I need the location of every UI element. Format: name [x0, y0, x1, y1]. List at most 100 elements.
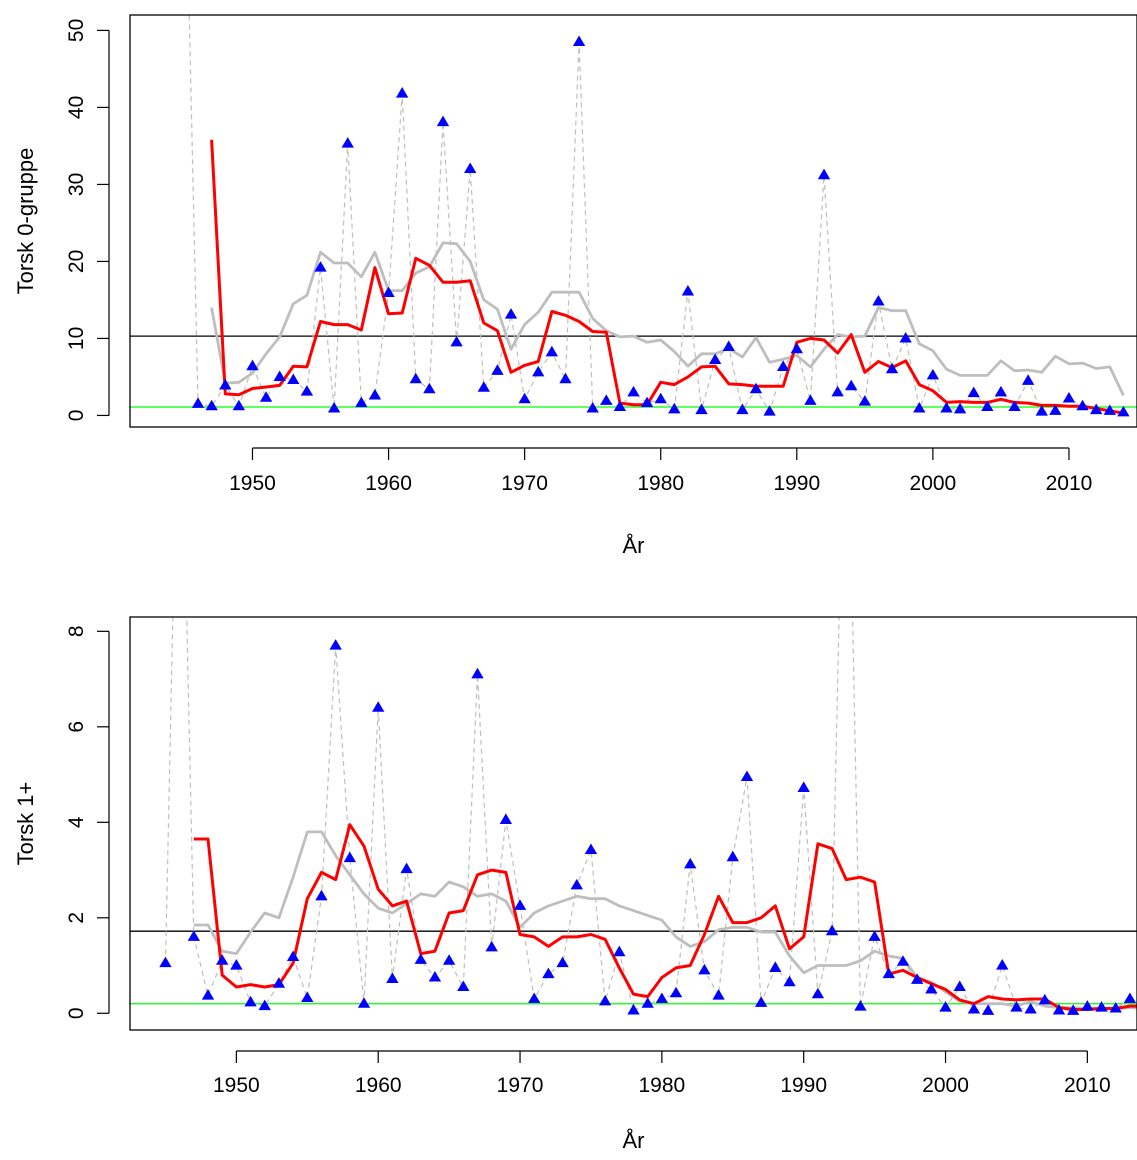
point-series [159, 639, 1137, 1015]
data-point [542, 967, 555, 979]
data-point [994, 385, 1008, 397]
data-point [315, 889, 328, 901]
data-point [740, 770, 754, 781]
data-point [436, 115, 450, 127]
data-point [355, 396, 368, 408]
data-point [953, 402, 967, 414]
data-point [939, 1001, 952, 1012]
data-point [790, 342, 803, 354]
data-point [654, 392, 667, 404]
data-point [736, 403, 749, 415]
gray-series-line [210, 241, 1125, 397]
data-point [187, 930, 200, 941]
data-point [981, 1004, 995, 1015]
data-point [386, 972, 399, 983]
data-point [817, 168, 831, 180]
data-point [996, 959, 1009, 970]
data-point [896, 955, 910, 966]
data-point [926, 368, 940, 380]
x-tick-label: 1950 [229, 472, 276, 495]
data-point [967, 1002, 981, 1014]
y-axis: 0 10 20 30 40 50 [65, 19, 110, 421]
data-point [858, 395, 872, 406]
x-tick-label: 2000 [922, 1074, 969, 1097]
data-point [882, 967, 895, 979]
data-point [191, 397, 205, 408]
data-point [477, 381, 490, 392]
data-point [205, 399, 218, 411]
data-point [584, 843, 598, 855]
data-point [499, 813, 513, 824]
x-tick-label: 1960 [355, 1074, 402, 1097]
data-point [910, 973, 924, 984]
data-point [382, 286, 395, 298]
data-point [528, 992, 541, 1003]
data-point [613, 400, 627, 412]
plot-area [130, 617, 1137, 1015]
data-point [1076, 399, 1089, 411]
plot-area [130, 15, 1137, 417]
data-point [613, 945, 626, 957]
data-point [545, 345, 559, 357]
data-point [749, 382, 763, 394]
x-tick-label: 2010 [1046, 472, 1093, 495]
x-tick-label: 1990 [773, 472, 820, 495]
data-point [272, 977, 286, 988]
data-point [518, 392, 531, 404]
data-point [368, 388, 382, 400]
data-point [409, 372, 422, 384]
data-point [726, 850, 739, 862]
data-point [450, 335, 463, 347]
data-point [777, 360, 790, 371]
data-point [1123, 992, 1137, 1003]
data-point [797, 781, 810, 792]
data-point [219, 378, 232, 390]
x-tick-label: 1980 [637, 472, 684, 495]
y-axis-label: Torsk 0-gruppe [13, 148, 38, 295]
data-point [343, 851, 357, 863]
x-tick-label: 1970 [501, 472, 548, 495]
data-point [1117, 405, 1130, 417]
data-point [712, 989, 725, 1000]
data-point [967, 386, 980, 398]
data-point [246, 359, 259, 371]
data-point [872, 294, 885, 306]
y-tick-label: 20 [65, 250, 88, 273]
data-point [287, 373, 300, 385]
data-point [627, 1003, 640, 1015]
data-point [273, 370, 286, 381]
x-tick-label: 1950 [213, 1074, 260, 1097]
data-point [831, 385, 844, 397]
data-point [570, 878, 583, 890]
data-point [1109, 1002, 1122, 1013]
data-point [464, 162, 477, 174]
red-series-line [193, 823, 1137, 1011]
data-point [708, 353, 722, 365]
y-tick-label: 0 [65, 1007, 88, 1019]
data-point [981, 400, 994, 412]
data-point [414, 953, 427, 964]
data-point [754, 996, 768, 1007]
data-point [769, 961, 782, 972]
x-axis: 1950 1960 1970 1980 1990 2000 2010 [229, 447, 1093, 495]
data-point [556, 956, 569, 968]
data-point [899, 331, 912, 343]
data-point [655, 992, 669, 1003]
data-point [825, 924, 839, 936]
data-point [442, 954, 456, 965]
data-point [684, 857, 697, 869]
data-point [532, 365, 545, 377]
data-point [244, 995, 257, 1007]
x-tick-label: 2000 [910, 472, 957, 495]
data-point [301, 991, 314, 1003]
data-point [1010, 1001, 1023, 1012]
y-axis: 0 2 4 6 8 [65, 625, 110, 1019]
data-point [216, 954, 229, 965]
data-point [314, 261, 327, 272]
data-point [586, 402, 599, 413]
data-point [428, 970, 442, 982]
data-point [1067, 1004, 1080, 1015]
y-tick-label: 30 [65, 173, 88, 196]
data-point [783, 975, 796, 987]
